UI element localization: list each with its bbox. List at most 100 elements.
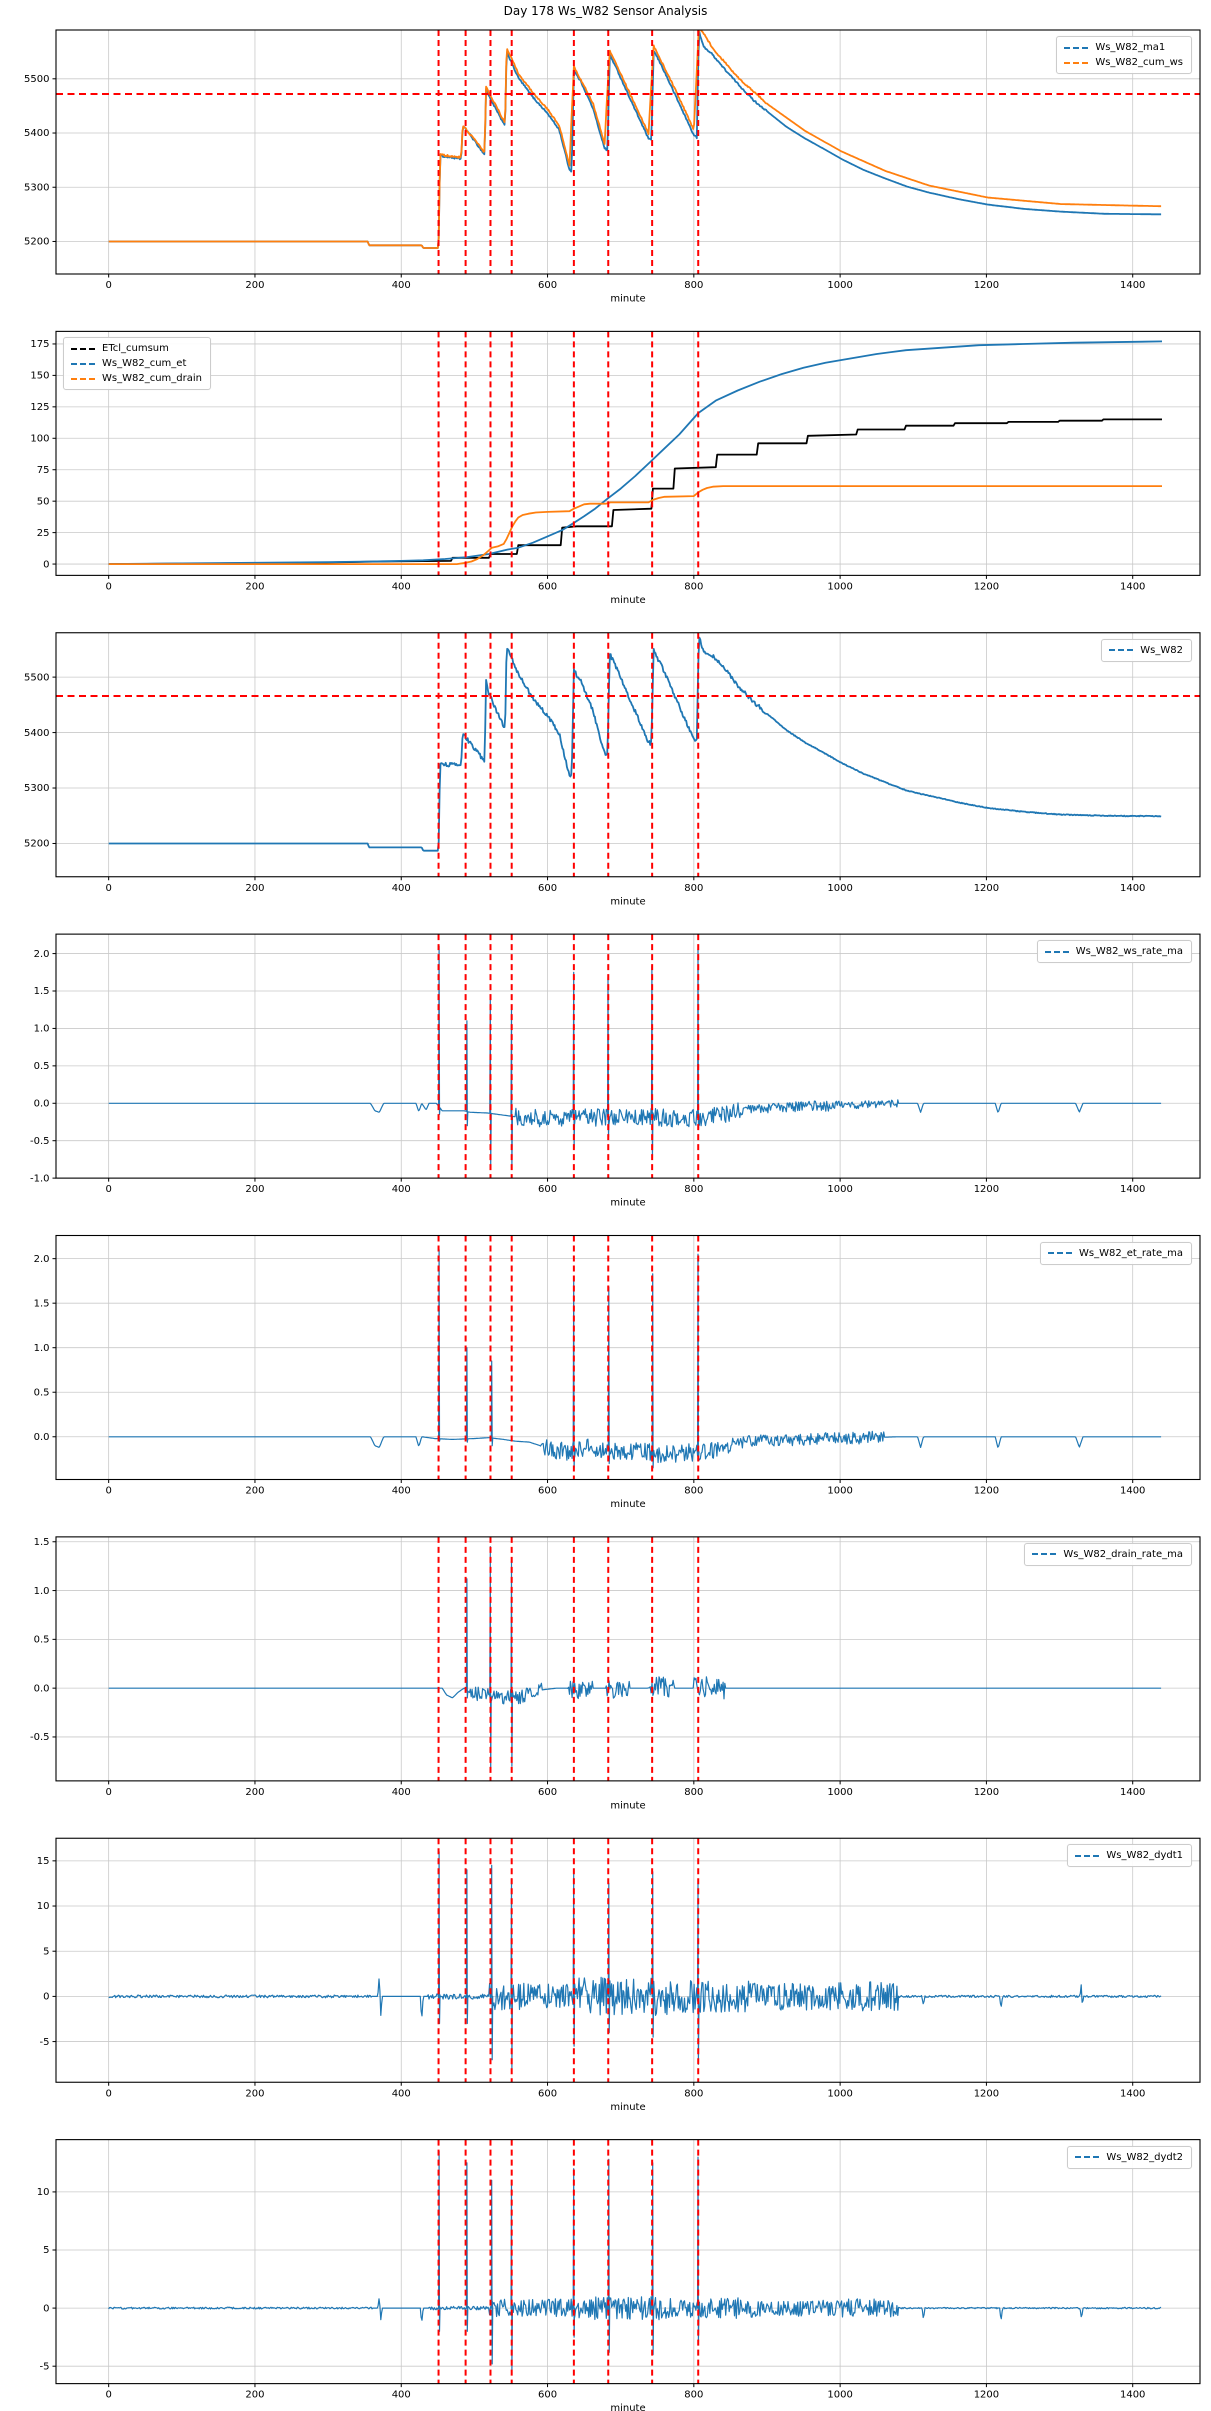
svg-text:1200: 1200: [974, 2088, 999, 2099]
svg-text:400: 400: [392, 883, 411, 894]
subplot-2-grid: [56, 331, 1200, 576]
subplot-2-plot-area: [108, 331, 1163, 576]
svg-text:1200: 1200: [974, 2390, 999, 2401]
svg-text:-5: -5: [40, 2361, 50, 2372]
svg-text:0.0: 0.0: [34, 1098, 50, 1109]
svg-text:1200: 1200: [974, 883, 999, 894]
subplot-1-ticks: [52, 78, 1134, 278]
svg-text:600: 600: [538, 883, 557, 894]
svg-text:400: 400: [392, 1787, 411, 1798]
subplot-3-event-vlines: [437, 632, 700, 877]
series-Ws_W82_drain_rate_ma: [108, 1546, 1162, 1772]
series-Ws_W82_ws_rate_ma: [108, 945, 1162, 1168]
subplot-5-tick-labels: 0 200 400 600 800 1000 1200 1400 0.0 0.5 1.0 1.5 2.0: [34, 1254, 1146, 1497]
legend-label: Ws_W82_dydt1: [1106, 1850, 1183, 1862]
subplot-6: 0 200 400 600 800 1000 1200 1400 -0.5 0.0 0.5 1.0 1.…: [30, 1536, 1201, 1811]
svg-text:1400: 1400: [1120, 2390, 1145, 2401]
svg-text:1000: 1000: [827, 280, 852, 291]
svg-text:800: 800: [684, 883, 703, 894]
svg-text:0.0: 0.0: [34, 1683, 50, 1694]
subplot-4-ticks: [52, 953, 1134, 1182]
svg-text:200: 200: [245, 1787, 264, 1798]
svg-text:0: 0: [105, 581, 111, 592]
svg-text:400: 400: [392, 581, 411, 592]
series-Ws_W82_dydt2: [108, 2150, 1162, 2373]
svg-text:0: 0: [105, 1787, 111, 1798]
svg-text:5: 5: [43, 1946, 49, 1957]
subplot-2-tick-labels: 0 200 400 600 800 1000 1200 1400 0 25 50 75 100 125 15…: [30, 339, 1145, 592]
legend-label: Ws_W82_cum_ws: [1095, 57, 1183, 68]
svg-text:1200: 1200: [974, 280, 999, 291]
svg-text:400: 400: [392, 1184, 411, 1195]
legend-label: Ws_W82_ma1: [1095, 42, 1166, 53]
svg-text:2.0: 2.0: [34, 1254, 50, 1265]
svg-text:400: 400: [392, 280, 411, 291]
subplot-7: 0 200 400 600 800 1000 1200 1400 -5 0 5 10 15 minute: [37, 1837, 1201, 2113]
legend-entry-ETcl_cumsum: ETcl_cumsum: [71, 341, 202, 356]
subplot-5-ticks: [52, 1258, 1134, 1483]
legend-line-sample: [1048, 1252, 1073, 1254]
subplot-6-tick-labels: 0 200 400 600 800 1000 1200 1400 -0.5 0.0 0.5 1.0 1.…: [30, 1537, 1145, 1798]
svg-text:5300: 5300: [24, 182, 49, 193]
series-Ws_W82_et_rate_ma: [108, 1249, 1162, 1469]
svg-text:400: 400: [392, 1486, 411, 1497]
svg-text:400: 400: [392, 2088, 411, 2099]
legend-entry-Ws_W82_ma1: Ws_W82_ma1: [1064, 40, 1183, 55]
svg-text:600: 600: [538, 1486, 557, 1497]
svg-text:0: 0: [105, 2088, 111, 2099]
subplot-8-event-vlines: [437, 2139, 700, 2384]
subplot-6-ticks: [52, 1541, 1134, 1785]
subplot-8-tick-labels: 0 200 400 600 800 1000 1200 1400 -5 0 5 10: [37, 2187, 1146, 2401]
subplot-7-legend: Ws_W82_dydt1: [1067, 1844, 1192, 1868]
svg-text:5500: 5500: [24, 672, 49, 683]
svg-text:175: 175: [30, 339, 49, 350]
svg-text:1.0: 1.0: [34, 1586, 50, 1597]
figure-title: Day 178 Ws_W82 Sensor Analysis: [503, 4, 708, 18]
subplot-2: 0 200 400 600 800 1000 1200 1400 0 25 50 75 100 125 15…: [30, 330, 1201, 606]
svg-text:0: 0: [43, 2303, 49, 2314]
subplot-7-event-vlines: [437, 1838, 700, 2083]
subplot-1-event-vlines: [437, 30, 700, 274]
subplot-8: 0 200 400 600 800 1000 1200 1400 -5 0 5 10 minute: [37, 2139, 1201, 2411]
svg-text:200: 200: [245, 1486, 264, 1497]
subplot-5-border: [55, 1234, 1201, 1481]
subplot-3: 0 200 400 600 800 1000 1200 1400 5200 5300 5400 550…: [24, 632, 1201, 907]
subplot-3-xlabel: minute: [610, 896, 645, 907]
svg-text:5300: 5300: [24, 783, 49, 794]
svg-text:25: 25: [37, 528, 50, 539]
svg-text:0: 0: [43, 1992, 49, 2003]
svg-text:800: 800: [684, 280, 703, 291]
svg-text:-0.5: -0.5: [30, 1732, 50, 1743]
subplot-3-border: [55, 632, 1201, 878]
subplot-6-legend: Ws_W82_drain_rate_ma: [1024, 1542, 1192, 1566]
svg-text:1200: 1200: [974, 1486, 999, 1497]
subplot-1-background: [56, 30, 1200, 274]
svg-text:800: 800: [684, 1486, 703, 1497]
svg-text:0.5: 0.5: [34, 1387, 50, 1398]
svg-text:1400: 1400: [1120, 1486, 1145, 1497]
legend-line-sample: [1109, 649, 1134, 652]
svg-text:800: 800: [684, 1787, 703, 1798]
subplot-7-xlabel: minute: [610, 2102, 645, 2113]
svg-text:1.0: 1.0: [34, 1024, 50, 1035]
subplot-7-background: [56, 1838, 1200, 2083]
subplot-5: 0 200 400 600 800 1000 1200 1400 0.0 0.5 1.0 1.5 2.0…: [34, 1234, 1201, 1510]
svg-text:100: 100: [30, 433, 49, 444]
legend-line-sample: [1075, 2156, 1100, 2159]
subplot-2-xlabel: minute: [610, 595, 645, 606]
subplot-6-xlabel: minute: [610, 1800, 645, 1811]
svg-text:1400: 1400: [1120, 1787, 1145, 1798]
subplot-8-background: [56, 2139, 1200, 2384]
legend-entry-Ws_W82_cum_ws: Ws_W82_cum_ws: [1064, 55, 1183, 70]
svg-text:-1.0: -1.0: [30, 1173, 50, 1184]
svg-text:200: 200: [245, 2088, 264, 2099]
svg-text:1000: 1000: [827, 581, 852, 592]
svg-text:5: 5: [43, 2245, 49, 2256]
legend-line-sample: [71, 362, 95, 365]
svg-text:5400: 5400: [24, 128, 49, 139]
subplot-6-background: [56, 1536, 1200, 1781]
svg-text:800: 800: [684, 2088, 703, 2099]
svg-text:1200: 1200: [974, 1184, 999, 1195]
legend-line-sample: [71, 377, 95, 380]
